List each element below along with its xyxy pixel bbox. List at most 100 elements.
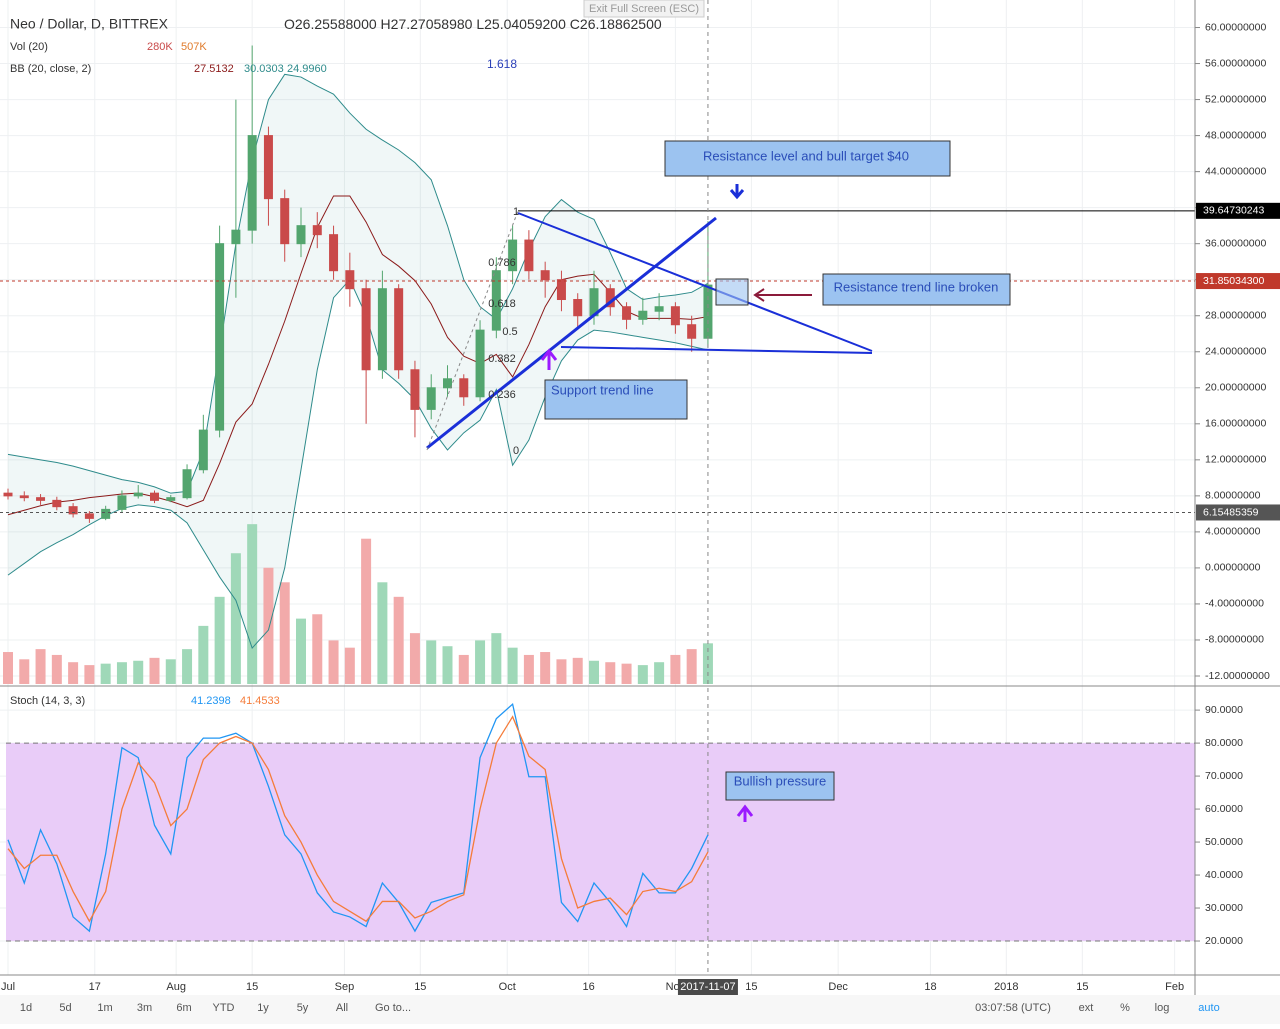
range-button[interactable]: 5d [59, 1002, 71, 1014]
volume-bar [409, 633, 420, 684]
y-tick-label: 80.0000 [1205, 737, 1243, 749]
ohlc-key: L [476, 16, 484, 32]
volume-bar [344, 647, 355, 684]
x-tick-label: 16 [583, 981, 595, 993]
range-button[interactable]: YTD [213, 1002, 235, 1014]
range-button[interactable]: Go to... [375, 1002, 411, 1014]
candle-body [150, 492, 159, 501]
volume-bar [426, 640, 437, 684]
candle-body [394, 288, 404, 371]
x-tick-label: Jul [1, 981, 15, 993]
range-button[interactable]: 5y [297, 1002, 309, 1014]
candle-body [377, 288, 387, 371]
base-line [560, 346, 873, 354]
y-tick-label: 70.0000 [1205, 770, 1243, 782]
stoch-legend: Stoch (14, 3, 3) [10, 695, 85, 707]
annotation: Resistance trend line broken [834, 279, 999, 294]
support-trend-line [426, 216, 717, 450]
price-label-box [1196, 504, 1280, 521]
axis-option[interactable]: auto [1198, 1002, 1219, 1014]
volume-bar [654, 662, 665, 684]
y-tick-label: 52.00000000 [1205, 93, 1266, 105]
candle-body [654, 306, 664, 312]
fib-label: 1 [513, 206, 519, 218]
volume-bar [605, 662, 616, 684]
arrow-down [729, 184, 745, 200]
ohlc-value: 26.25588000 [295, 16, 377, 32]
range-button[interactable]: 1y [257, 1002, 269, 1014]
volume-bar [247, 524, 258, 684]
fib-label: 0.382 [488, 353, 516, 365]
ohlc-key: H [381, 16, 391, 32]
candle-body [410, 369, 420, 410]
volume-bar [572, 657, 583, 684]
axis-option[interactable]: ext [1079, 1002, 1094, 1014]
stoch-band-fill [6, 743, 1195, 942]
y-tick-label: 36.00000000 [1205, 237, 1266, 249]
volume-bar [100, 663, 111, 684]
annotation-box [664, 140, 951, 177]
legend-entry: 41.2398 [191, 695, 231, 707]
volume-bar [230, 553, 241, 684]
volume-bar [68, 662, 79, 684]
fib-label: 0.236 [488, 389, 516, 401]
y-tick-label: 44.00000000 [1205, 165, 1266, 177]
annotation-box [544, 379, 688, 420]
ohlc-legend: O26.25588000 H27.27058980 L25.04059200 C… [284, 16, 662, 32]
candle-body [491, 270, 501, 331]
candle-body [622, 306, 632, 320]
volume-bar [19, 659, 30, 684]
axis-option[interactable]: log [1155, 1002, 1170, 1014]
range-button[interactable]: All [336, 1002, 348, 1014]
price-label: 39.64730243 [1203, 205, 1264, 217]
x-tick-label: 18 [924, 981, 936, 993]
bb-line [7, 195, 709, 516]
chart-title: Neo / Dollar, D, BITTREX [10, 16, 169, 32]
y-tick-label: 50.0000 [1205, 836, 1243, 848]
exit-fullscreen-label[interactable]: Exit Full Screen (ESC) [589, 3, 699, 15]
ohlc-key: O [284, 16, 295, 32]
candle-body [19, 495, 29, 499]
range-button[interactable]: 1m [97, 1002, 112, 1014]
y-tick-label: 4.00000000 [1205, 526, 1261, 538]
y-tick-label: 20.0000 [1205, 935, 1243, 947]
y-tick-label: -8.00000000 [1205, 634, 1264, 646]
candle-body [556, 279, 566, 301]
legend-entry: 41.4533 [240, 695, 280, 707]
y-tick-label: 0.00000000 [1205, 562, 1261, 574]
bb-value: 27.5132 [194, 63, 234, 75]
stoch-line [7, 702, 709, 933]
fib-label: 0 [513, 445, 519, 457]
y-tick-label: 90.0000 [1205, 704, 1243, 716]
ohlc-value: 26.18862500 [580, 16, 662, 32]
candle-body [182, 469, 192, 499]
volume-bar [51, 654, 62, 684]
volume-bar [589, 660, 599, 684]
exit-fullscreen-button[interactable] [583, 0, 705, 18]
candle-body [426, 387, 436, 410]
price-label-box [1196, 273, 1280, 290]
volume-bar [165, 659, 176, 684]
stoch-line [7, 715, 709, 923]
toolbar [0, 995, 1280, 1024]
x-tick-label: 2018 [994, 981, 1018, 993]
drawings [426, 140, 1011, 822]
y-tick-label: -12.00000000 [1205, 670, 1270, 682]
breakout-box [715, 278, 749, 306]
bb-value: 30.0303 [244, 63, 284, 75]
candle-body [296, 225, 306, 245]
volume-bar [686, 649, 697, 684]
y-tick-label: 30.0000 [1205, 902, 1243, 914]
range-button[interactable]: 6m [176, 1002, 191, 1014]
volume-bar [84, 665, 95, 684]
volume-bar [621, 663, 632, 684]
candle-body [638, 310, 648, 320]
range-button[interactable]: 3m [137, 1002, 152, 1014]
candle-body [508, 239, 518, 272]
fib-diagonal [426, 210, 519, 451]
volume-bar [377, 582, 388, 684]
axis-option[interactable]: % [1120, 1002, 1130, 1014]
x-tick-label: 15 [414, 981, 426, 993]
candle-body [312, 225, 322, 236]
range-button[interactable]: 1d [20, 1002, 32, 1014]
